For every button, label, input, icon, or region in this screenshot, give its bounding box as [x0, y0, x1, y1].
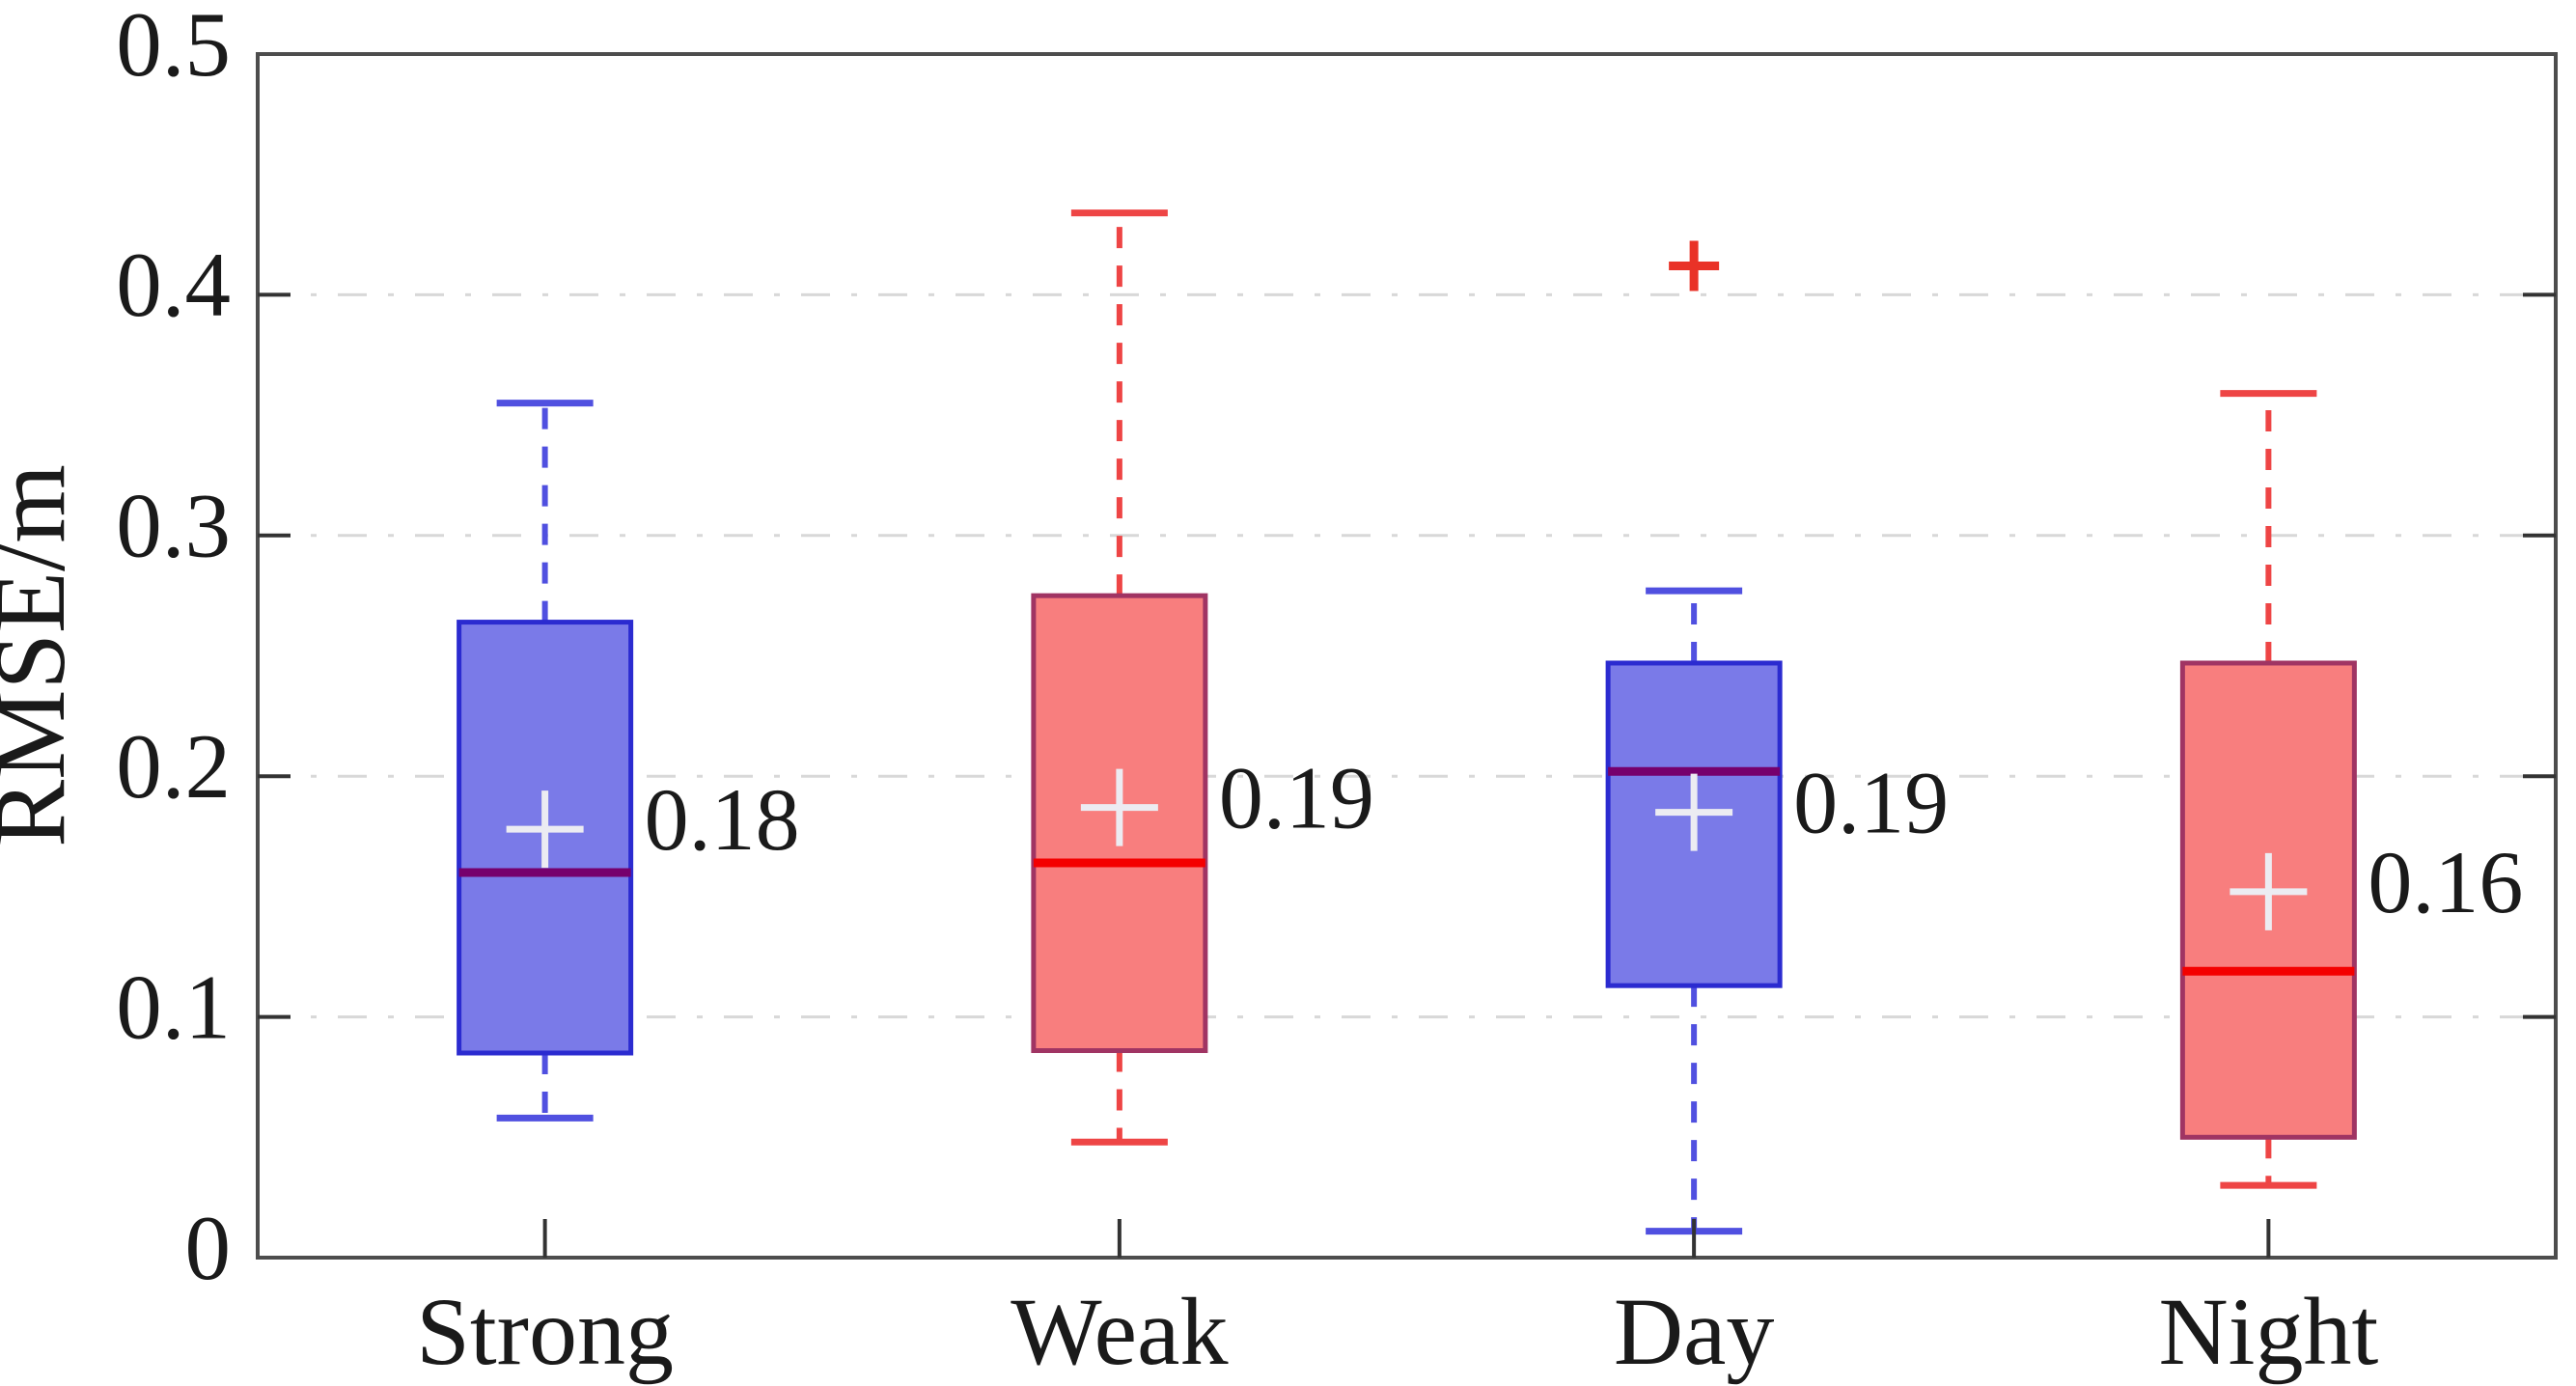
- x-category-label-night: Night: [2158, 1278, 2378, 1385]
- x-category-label-day: Day: [1614, 1278, 1775, 1385]
- y-tick-label-0.2: 0.2: [116, 715, 231, 818]
- x-category-label-strong: Strong: [416, 1278, 674, 1385]
- y-tick-label-0.3: 0.3: [116, 475, 231, 577]
- box-group-weak: 0.19: [1031, 209, 1374, 1146]
- box-group-strong: 0.18: [457, 400, 800, 1122]
- mean-value-label-night: 0.16: [2368, 833, 2523, 931]
- mean-value-label-weak: 0.19: [1219, 749, 1374, 847]
- y-tick-label-0.4: 0.4: [116, 234, 231, 336]
- y-tick-label-0.5: 0.5: [116, 0, 231, 96]
- y-tick-label-0.1: 0.1: [116, 956, 231, 1058]
- box-group-day: 0.19: [1605, 240, 1949, 1235]
- y-axis-title: RMSE/m: [0, 464, 86, 847]
- mean-value-label-day: 0.19: [1793, 754, 1949, 852]
- mean-value-label-strong: 0.18: [645, 770, 800, 869]
- box-group-night: 0.16: [2179, 390, 2523, 1189]
- plot-frame: [256, 52, 2558, 1260]
- y-tick-label-0: 0: [185, 1197, 232, 1299]
- iqr-box-day: [1605, 660, 1783, 988]
- x-category-label-weak: Weak: [1011, 1278, 1228, 1385]
